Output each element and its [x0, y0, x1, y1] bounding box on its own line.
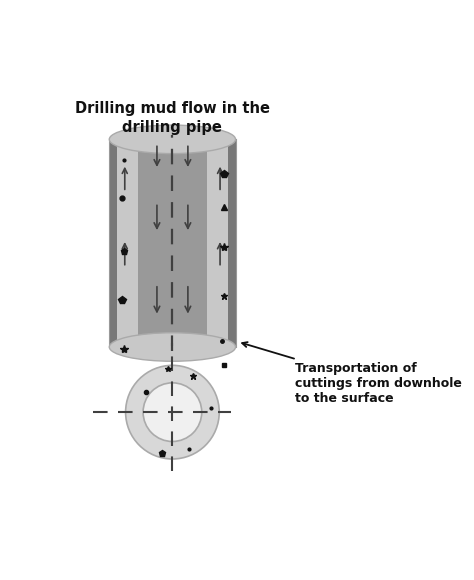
Circle shape [126, 365, 219, 459]
Ellipse shape [109, 125, 236, 154]
Bar [117, 139, 138, 347]
Ellipse shape [109, 333, 236, 361]
Bar [109, 139, 117, 347]
Bar [207, 139, 228, 347]
Text: Drilling mud flow in the
drilling pipe: Drilling mud flow in the drilling pipe [75, 101, 270, 136]
Circle shape [143, 383, 202, 441]
Bar [228, 139, 236, 347]
Text: Transportation of
cuttings from downhole
to the surface: Transportation of cuttings from downhole… [242, 342, 462, 405]
Bar [138, 139, 207, 347]
